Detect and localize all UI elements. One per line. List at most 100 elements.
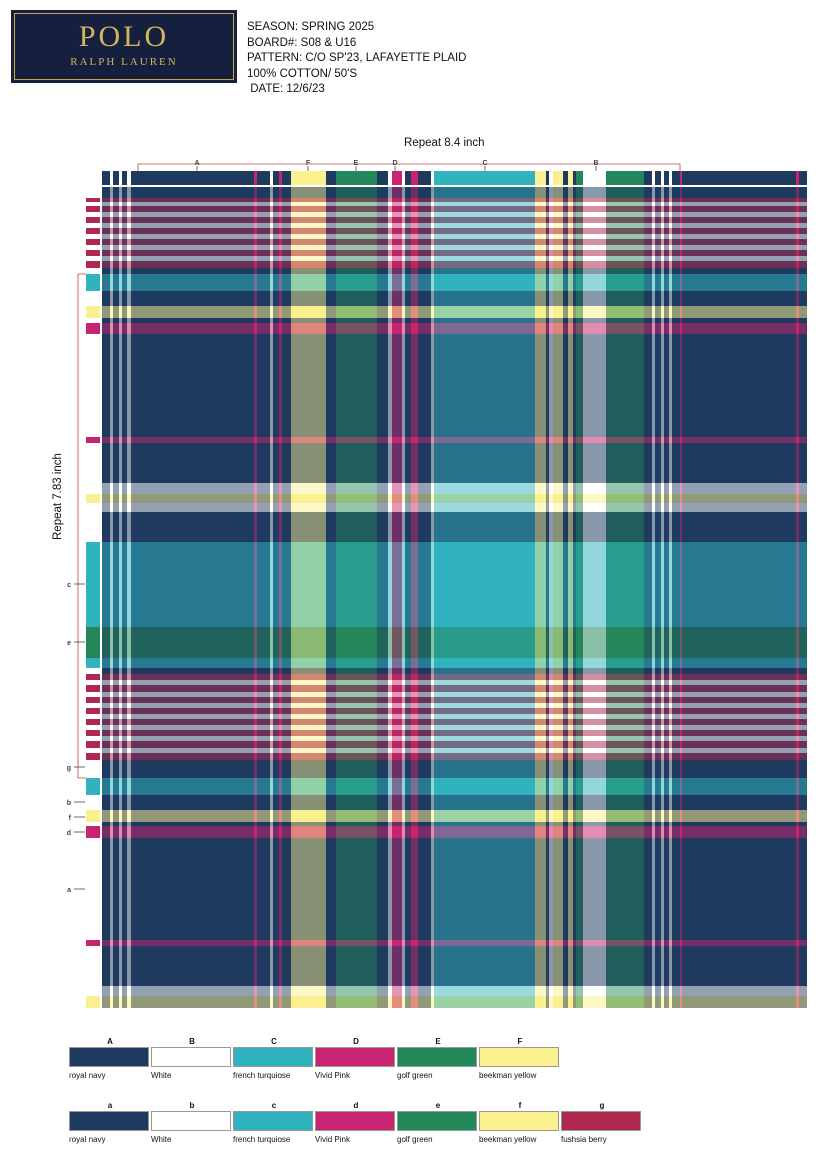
weft-stripe-4 xyxy=(102,212,807,217)
weft-sample-5 xyxy=(86,217,100,223)
weft-sample-45 xyxy=(86,753,100,760)
warp-sample-4 xyxy=(122,171,127,185)
warp-stripe-42 xyxy=(680,187,682,1008)
swatch-letter-upper-3: D xyxy=(353,1037,359,1046)
warp-sample-42 xyxy=(680,171,682,185)
weft-sample-33 xyxy=(86,685,100,692)
swatch-box-lower-4 xyxy=(397,1111,477,1131)
weft-stripe-30 xyxy=(102,668,807,674)
weft-sample-11 xyxy=(86,250,100,256)
weft-sample-51 xyxy=(86,826,100,838)
swatch-name-upper-0: royal navy xyxy=(69,1071,106,1080)
swatch-name-lower-5: beekman yellow xyxy=(479,1135,537,1144)
warp-marker-A: A xyxy=(194,160,199,167)
weft-sample-strip xyxy=(86,198,100,1008)
warp-stripe-13 xyxy=(291,187,326,1008)
logo-frame xyxy=(14,13,234,80)
warp-stripe-25 xyxy=(535,187,546,1008)
warp-stripe-19 xyxy=(402,187,405,1008)
weft-stripe-7 xyxy=(102,228,807,234)
warp-stripe-43 xyxy=(682,187,796,1008)
weft-sample-35 xyxy=(86,697,100,703)
weft-stripe-1 xyxy=(102,198,807,202)
weft-sample-34 xyxy=(86,692,100,697)
warp-sample-11 xyxy=(279,171,282,185)
warp-sample-36 xyxy=(652,171,655,185)
warp-stripe-45 xyxy=(799,187,807,1008)
repeat-horizontal-label: Repeat 8.4 inch xyxy=(404,137,485,149)
weft-stripe-35 xyxy=(102,697,807,703)
swatch-letter-lower-5: f xyxy=(518,1101,522,1110)
repeat-vertical-label: Repeat 7.83 inch xyxy=(52,453,64,540)
weft-stripe-54 xyxy=(102,946,807,986)
weft-stripe-23 xyxy=(102,483,807,494)
weft-stripe-22 xyxy=(102,443,807,483)
warp-sample-29 xyxy=(563,171,568,185)
weft-sample-6 xyxy=(86,223,100,228)
swatch-name-upper-3: Vivid Pink xyxy=(315,1071,350,1080)
weft-marker-c: c xyxy=(67,582,71,589)
weft-stripe-31 xyxy=(102,674,807,680)
weft-stripe-21 xyxy=(102,437,807,443)
weft-sample-55 xyxy=(86,986,100,996)
logo-sub-text: RALPH LAUREN xyxy=(70,56,178,68)
swatch-letter-upper-0: A xyxy=(107,1037,113,1046)
weft-sample-31 xyxy=(86,674,100,680)
warp-marker-C: C xyxy=(482,160,487,167)
swatch-name-lower-3: Vivid Pink xyxy=(315,1135,350,1144)
warp-stripe-21 xyxy=(411,187,418,1008)
swatch-box-upper-2 xyxy=(233,1047,313,1067)
spec-board: BOARD#: S08 & U16 xyxy=(247,36,357,49)
warp-sample-33 xyxy=(583,171,606,185)
swatch-name-lower-0: royal navy xyxy=(69,1135,106,1144)
warp-sample-30 xyxy=(568,171,573,185)
warp-sample-0 xyxy=(102,171,110,185)
warp-sample-14 xyxy=(326,171,336,185)
weft-stripe-27 xyxy=(102,542,807,627)
swatch-letter-upper-1: B xyxy=(189,1037,195,1046)
logo-brand-text: POLO xyxy=(78,20,170,53)
weft-stripe-17 xyxy=(102,306,807,318)
warp-sample-10 xyxy=(273,171,279,185)
warp-sample-38 xyxy=(661,171,664,185)
warp-sample-3 xyxy=(119,171,122,185)
weft-stripe-32 xyxy=(102,680,807,685)
weft-stripe-8 xyxy=(102,234,807,239)
warp-marker-B: B xyxy=(593,160,598,167)
swatch-name-upper-5: beekman yellow xyxy=(479,1071,537,1080)
weft-sample-13 xyxy=(86,261,100,268)
warp-sample-5 xyxy=(127,171,131,185)
warp-stripe-34 xyxy=(606,187,644,1008)
warp-sample-45 xyxy=(799,171,807,185)
warp-sample-31 xyxy=(573,171,576,185)
weft-sample-9 xyxy=(86,239,100,245)
spec-pattern: PATTERN: C/O SP'23, LAFAYETTE PLAID xyxy=(247,52,467,64)
warp-sample-43 xyxy=(682,171,796,185)
warp-stripe-29 xyxy=(563,187,568,1008)
warp-stripe-14 xyxy=(326,187,336,1008)
weft-stripe-41 xyxy=(102,730,807,736)
warp-stripe-0 xyxy=(102,187,110,1008)
weft-sample-44 xyxy=(86,748,100,753)
warp-sample-12 xyxy=(282,171,291,185)
weft-stripe-11 xyxy=(102,250,807,256)
weft-stripe-50 xyxy=(102,822,807,826)
weft-stripe-12 xyxy=(102,256,807,261)
weft-sample-4 xyxy=(86,212,100,217)
warp-stripe-38 xyxy=(661,187,664,1008)
warp-sample-24 xyxy=(434,171,535,185)
warp-stripe-44 xyxy=(796,187,799,1008)
weft-marker-f: f xyxy=(69,815,72,822)
swatch-box-upper-5 xyxy=(479,1047,559,1067)
swatch-name-upper-2: french turquiose xyxy=(233,1071,291,1080)
weft-stripe-9 xyxy=(102,239,807,245)
swatch-letter-lower-1: b xyxy=(189,1101,195,1110)
weft-sample-24 xyxy=(86,494,100,503)
warp-stripe-30 xyxy=(568,187,573,1008)
weft-sample-3 xyxy=(86,206,100,212)
warp-stripe-26 xyxy=(546,187,549,1008)
swatch-name-lower-4: golf green xyxy=(397,1135,433,1144)
weft-sample-2 xyxy=(86,202,100,206)
warp-stripe-17 xyxy=(388,187,392,1008)
brand-logo: POLO RALPH LAUREN xyxy=(11,10,237,83)
